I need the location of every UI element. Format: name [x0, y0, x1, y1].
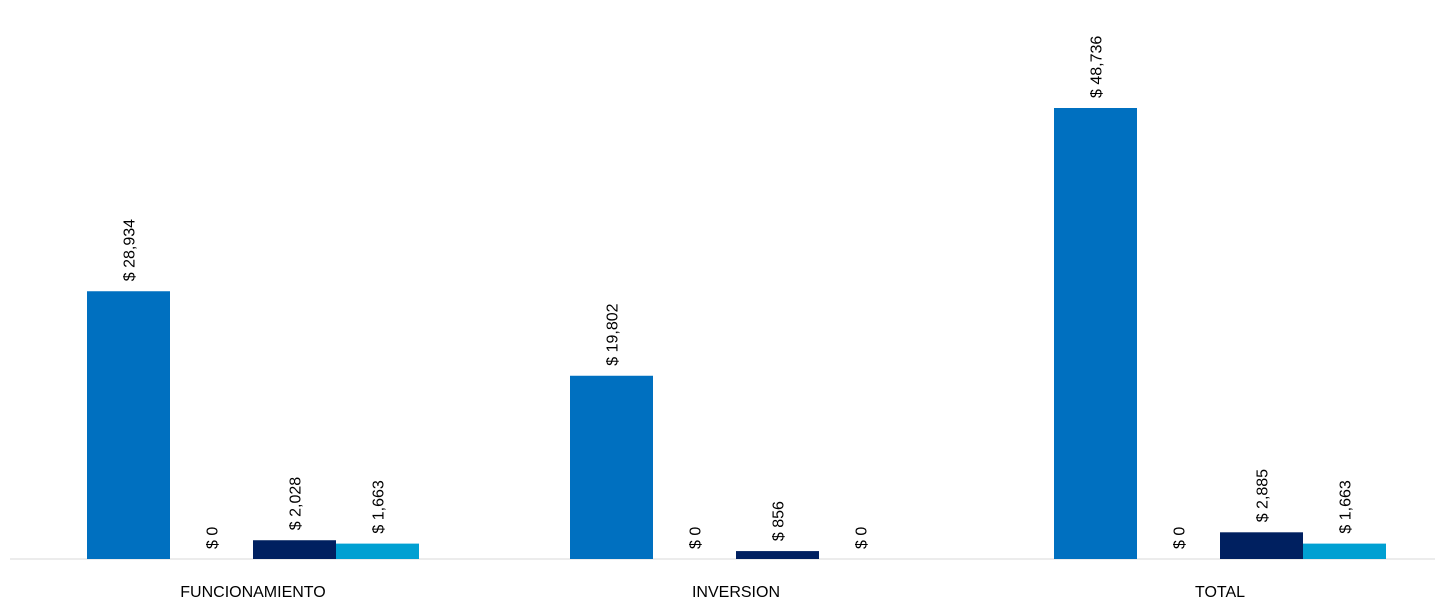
bar-total-s4 [1303, 543, 1386, 559]
data-label-inversion-s1: $ 19,802 [605, 303, 622, 365]
data-label-funcionamiento-s1: $ 28,934 [122, 219, 139, 281]
data-label-funcionamiento-s3: $ 2,028 [288, 477, 305, 530]
bar-inversion-s1 [570, 375, 653, 559]
bar-funcionamiento-s4 [336, 543, 419, 559]
category-label-inversion: INVERSION [692, 584, 780, 601]
bar-total-s1 [1054, 108, 1137, 559]
category-label-total: TOTAL [1195, 584, 1245, 601]
bar-funcionamiento-s3 [253, 540, 336, 559]
data-label-total-s2: $ 0 [1172, 527, 1189, 549]
data-label-funcionamiento-s4: $ 1,663 [371, 480, 388, 533]
category-label-funcionamiento: FUNCIONAMIENTO [180, 584, 325, 601]
bar-total-s3 [1220, 532, 1303, 559]
data-label-total-s1: $ 48,736 [1089, 36, 1106, 98]
data-label-funcionamiento-s2: $ 0 [205, 527, 222, 549]
data-label-total-s4: $ 1,663 [1338, 480, 1355, 533]
data-label-total-s3: $ 2,885 [1255, 469, 1272, 522]
data-label-inversion-s2: $ 0 [688, 527, 705, 549]
bar-inversion-s3 [736, 551, 819, 559]
bar-funcionamiento-s1 [87, 291, 170, 559]
data-label-inversion-s3: $ 856 [771, 501, 788, 541]
data-label-inversion-s4: $ 0 [854, 527, 871, 549]
